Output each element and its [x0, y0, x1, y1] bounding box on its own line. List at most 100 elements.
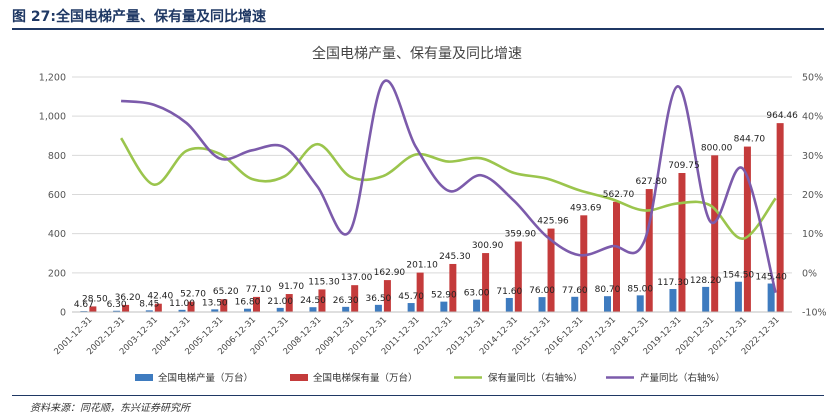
legend-label: 全国电梯保有量（万台）: [313, 372, 418, 384]
stock-yoy-line: [119, 137, 777, 240]
chart-svg: 全国电梯产量、保有量及同比增速 02004006008001,0001,200 …: [39, 45, 827, 384]
production-bar: [538, 297, 546, 312]
stock-data-label: 493.69: [570, 203, 602, 213]
production-data-label: 36.50: [366, 294, 392, 304]
production-data-label: 21.00: [267, 297, 293, 307]
production-bar: [374, 304, 382, 312]
production-data-label: 4.67: [74, 300, 94, 310]
stock-data-label: 300.90: [472, 241, 504, 251]
stock-bar: [645, 189, 653, 312]
production-data-label: 52.90: [431, 291, 457, 301]
production-bar: [669, 289, 677, 312]
production-bar: [211, 309, 219, 312]
legend-label: 全国电梯产量（万台）: [158, 372, 253, 384]
production-data-label: 26.30: [333, 296, 359, 306]
stock-data-label: 77.10: [246, 285, 272, 295]
production-data-label: 85.00: [627, 284, 653, 294]
stock-data-label: 52.70: [180, 290, 206, 300]
stock-bar: [285, 294, 293, 312]
production-bar: [767, 283, 775, 312]
stock-data-label: 359.90: [505, 230, 537, 240]
production-data-label: 154.50: [723, 271, 755, 281]
stock-data-label: 709.75: [668, 161, 700, 171]
production-data-label: 80.70: [595, 285, 621, 295]
stock-bar: [449, 263, 457, 312]
production-bar: [604, 296, 611, 312]
stock-bar: [482, 253, 490, 312]
production-bar: [440, 301, 448, 312]
stock-bar: [253, 296, 260, 312]
stock-data-label: 627.80: [635, 177, 667, 187]
y-left-tick: 400: [48, 229, 66, 240]
stock-data-label: 28.50: [82, 294, 108, 304]
y-right-tick: -10%: [802, 308, 827, 319]
stock-bar: [514, 241, 522, 312]
production-data-label: 24.50: [300, 296, 326, 306]
stock-bar: [220, 299, 228, 312]
y-right-tick: 30%: [802, 151, 823, 162]
production-bar: [702, 286, 710, 312]
stock-data-label: 162.90: [374, 268, 406, 278]
legend-label: 产量同比（右轴%）: [640, 372, 725, 384]
figure-caption: 图 27:全国电梯产量、保有量及同比增速: [12, 9, 266, 25]
y-right-tick: 20%: [802, 190, 823, 201]
y-right-tick: 10%: [802, 229, 823, 240]
y-left-tick: 1,200: [39, 73, 66, 84]
stock-data-label: 800.00: [701, 143, 733, 153]
legend-swatch: [135, 374, 153, 381]
production-bar: [505, 297, 513, 312]
stock-bar: [383, 280, 391, 312]
stock-bar: [711, 155, 719, 312]
y-left-tick: 600: [48, 190, 66, 201]
production-bar: [244, 308, 251, 312]
production-data-label: 16.80: [235, 298, 261, 308]
stock-data-label: 91.70: [278, 282, 304, 292]
stock-bar: [743, 146, 751, 312]
stock-bar: [776, 123, 784, 312]
stock-bar: [187, 301, 195, 312]
stock-bar: [351, 285, 359, 312]
production-data-label: 6.30: [107, 300, 127, 310]
production-data-label: 63.00: [464, 289, 490, 299]
production-bar: [473, 299, 481, 312]
stock-bar: [613, 201, 620, 312]
production-data-label: 8.45: [139, 299, 159, 309]
y-left-tick: 200: [48, 268, 66, 279]
production-data-label: 45.70: [398, 292, 424, 302]
stock-bar: [122, 304, 130, 312]
production-data-label: 71.60: [496, 287, 522, 297]
stock-data-label: 36.20: [115, 293, 141, 303]
stock-data-label: 42.40: [147, 292, 173, 302]
stock-data-label: 964.46: [766, 111, 798, 121]
stock-data-label: 562.70: [603, 190, 635, 200]
stock-bar: [416, 272, 424, 312]
stock-bar: [678, 173, 686, 312]
production-data-label: 128.20: [690, 276, 722, 286]
stock-data-label: 115.30: [308, 277, 340, 287]
production-bar: [342, 306, 350, 312]
stock-data-label: 137.00: [341, 273, 373, 283]
production-yoy-line: [120, 79, 777, 294]
stock-bar: [547, 228, 555, 312]
production-bar: [178, 309, 186, 312]
production-bar: [113, 310, 121, 312]
production-bar: [407, 303, 415, 312]
stock-bar: [318, 289, 326, 312]
y-right-tick: 0%: [802, 268, 817, 279]
production-bar: [734, 281, 742, 312]
production-bar: [571, 296, 579, 312]
production-data-label: 76.00: [529, 286, 555, 296]
production-data-label: 145.40: [755, 273, 787, 283]
chart-title: 全国电梯产量、保有量及同比增速: [312, 45, 522, 62]
stock-data-label: 65.20: [213, 287, 239, 297]
legend-label: 保有量同比（右轴%）: [488, 372, 583, 384]
stock-bar: [580, 215, 588, 312]
y-right-tick: 50%: [802, 73, 823, 84]
production-bar: [145, 310, 153, 312]
stock-bar: [154, 303, 162, 312]
production-data-label: 117.30: [657, 278, 689, 288]
production-bar: [276, 307, 284, 312]
y-left-tick: 1,000: [39, 112, 66, 123]
y-left-tick: 0: [60, 308, 66, 319]
production-data-label: 77.60: [562, 286, 588, 296]
